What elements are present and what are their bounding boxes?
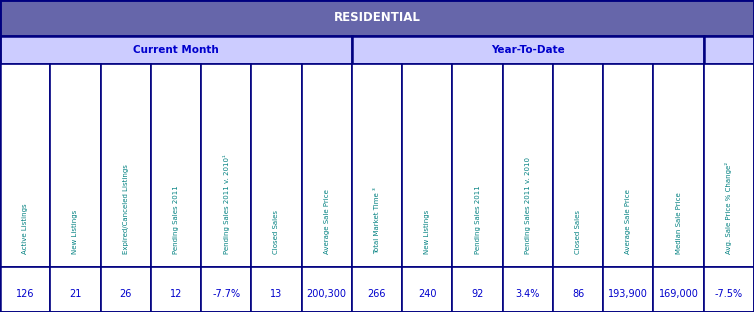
Bar <box>0 64 51 267</box>
Text: -7.7%: -7.7% <box>212 289 241 299</box>
Text: Average Sale Price: Average Sale Price <box>625 189 631 254</box>
Text: 169,000: 169,000 <box>659 289 698 299</box>
Text: Avg. Sale Price % Change²: Avg. Sale Price % Change² <box>725 162 732 254</box>
Text: 266: 266 <box>368 289 386 299</box>
Bar <box>402 64 452 267</box>
Text: 126: 126 <box>16 289 35 299</box>
Bar <box>0 267 51 312</box>
Text: New Listings: New Listings <box>72 210 78 254</box>
Bar <box>251 64 302 267</box>
Bar <box>0 36 352 64</box>
Text: Median Sale Price: Median Sale Price <box>676 193 682 254</box>
Bar <box>151 64 201 267</box>
Bar <box>51 267 100 312</box>
Text: Current Month: Current Month <box>133 45 219 55</box>
Text: Pending Sales 2011: Pending Sales 2011 <box>173 186 179 254</box>
Bar <box>352 64 402 267</box>
Text: Closed Sales: Closed Sales <box>274 210 280 254</box>
Text: Closed Sales: Closed Sales <box>575 210 581 254</box>
Text: -7.5%: -7.5% <box>715 289 743 299</box>
Text: New Listings: New Listings <box>425 210 431 254</box>
Bar <box>553 267 603 312</box>
Bar <box>603 267 654 312</box>
Text: 13: 13 <box>271 289 283 299</box>
Text: 86: 86 <box>572 289 584 299</box>
Text: Active Listings: Active Listings <box>22 204 28 254</box>
Bar <box>703 36 754 64</box>
Bar <box>553 64 603 267</box>
Bar <box>352 267 402 312</box>
Bar <box>654 267 703 312</box>
Text: 200,300: 200,300 <box>307 289 347 299</box>
Bar <box>100 267 151 312</box>
Bar <box>302 64 352 267</box>
Bar <box>703 267 754 312</box>
Bar <box>703 64 754 267</box>
Bar <box>0 0 754 36</box>
Bar <box>654 64 703 267</box>
Bar <box>51 64 100 267</box>
Text: 26: 26 <box>119 289 132 299</box>
Text: Year-To-Date: Year-To-Date <box>491 45 565 55</box>
Bar <box>452 267 503 312</box>
Bar <box>503 267 553 312</box>
Bar <box>302 267 352 312</box>
Text: Total Market Time ³: Total Market Time ³ <box>374 188 380 254</box>
Bar <box>452 64 503 267</box>
Bar <box>201 267 251 312</box>
Bar <box>603 64 654 267</box>
Bar <box>151 267 201 312</box>
Text: RESIDENTIAL: RESIDENTIAL <box>333 12 421 24</box>
Text: 92: 92 <box>471 289 484 299</box>
Text: 240: 240 <box>418 289 437 299</box>
Bar <box>251 267 302 312</box>
Text: Pending Sales 2011 v. 2010¹: Pending Sales 2011 v. 2010¹ <box>222 154 230 254</box>
Bar <box>201 64 251 267</box>
Bar <box>402 267 452 312</box>
Bar <box>503 64 553 267</box>
Text: 193,900: 193,900 <box>608 289 648 299</box>
Bar <box>100 64 151 267</box>
Text: 12: 12 <box>170 289 182 299</box>
Text: 21: 21 <box>69 289 81 299</box>
Text: 3.4%: 3.4% <box>516 289 540 299</box>
Text: Pending Sales 2011 v. 2010: Pending Sales 2011 v. 2010 <box>525 157 531 254</box>
Text: Pending Sales 2011: Pending Sales 2011 <box>474 186 480 254</box>
Text: Average Sale Price: Average Sale Price <box>323 189 329 254</box>
Bar <box>352 36 703 64</box>
Text: Expired/Canceled Listings: Expired/Canceled Listings <box>123 164 129 254</box>
